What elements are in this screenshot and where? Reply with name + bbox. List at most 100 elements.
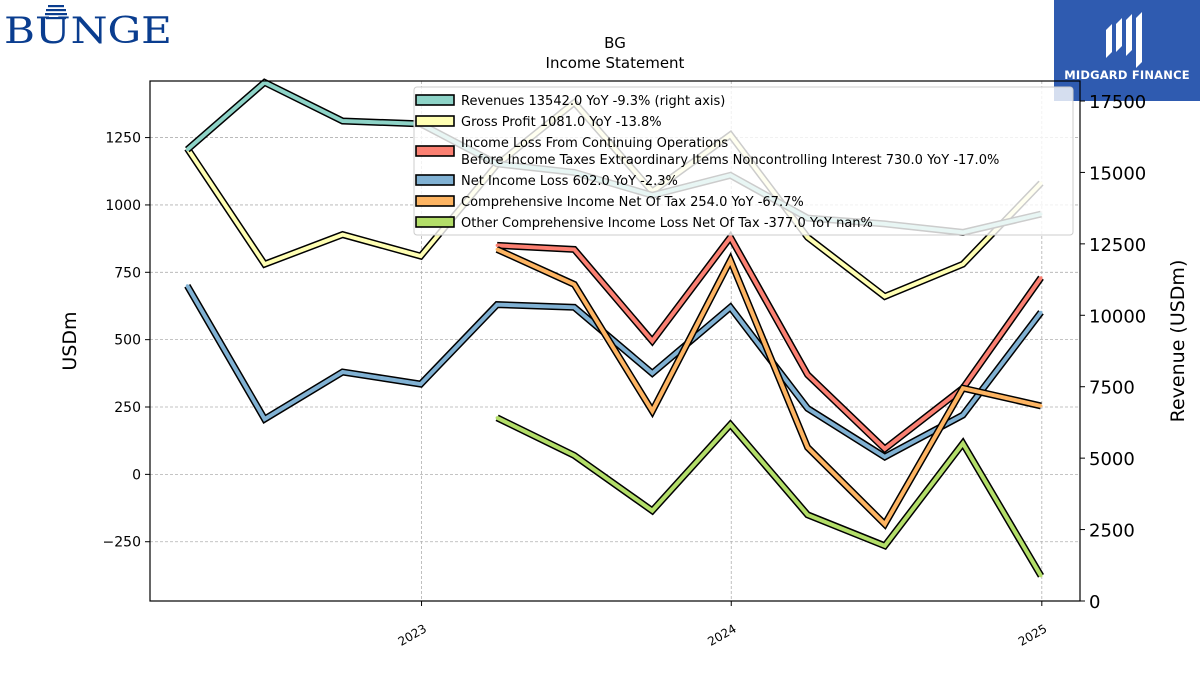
data-point [263, 417, 267, 421]
data-point [650, 339, 654, 343]
legend-item: Gross Profit 1081.0 YoY -13.8% [415, 115, 662, 130]
series-net-income [184, 284, 1044, 461]
series-line [496, 416, 1043, 577]
y-tick-label: −250 [103, 535, 141, 551]
legend-label: Gross Profit 1081.0 YoY -13.8% [461, 115, 662, 130]
y-tick-label: 0 [132, 467, 141, 483]
data-point [806, 235, 810, 239]
data-point [1039, 574, 1043, 578]
data-point [728, 258, 732, 262]
data-point [1039, 310, 1043, 314]
data-point [961, 386, 965, 390]
data-point [572, 282, 576, 286]
data-point [883, 522, 887, 526]
legend-swatch [415, 145, 455, 157]
legend-label-line: Comprehensive Income Net Of Tax 254.0 Yo… [461, 195, 804, 210]
legend-label-line: Before Income Taxes Extraordinary Items … [461, 153, 999, 168]
series-line [496, 233, 1043, 452]
y-axis-label-right: Revenue (USDm) [1167, 260, 1189, 423]
series-comprehensive-income [495, 246, 1043, 530]
data-point [728, 423, 732, 426]
x-tick-label: 2023 [396, 621, 429, 648]
y-tick-label: 250 [114, 400, 141, 416]
y-right-tick-label: 12500 [1089, 235, 1146, 256]
y-right-tick-label: 0 [1089, 592, 1100, 613]
y-axis-label: USDm [59, 311, 81, 370]
data-point [263, 80, 267, 84]
plot-frame [149, 80, 1081, 602]
data-point [961, 413, 965, 417]
data-point [572, 305, 576, 309]
legend-swatch [415, 174, 455, 186]
y-tick-label: 500 [114, 333, 141, 349]
legend-swatch [415, 216, 455, 228]
data-point [650, 371, 654, 375]
legend-box [413, 86, 1074, 236]
legend-label-line: Revenues 13542.0 YoY -9.3% (right axis) [461, 94, 725, 109]
data-point [495, 416, 499, 420]
data-point [341, 233, 345, 237]
data-point [572, 247, 576, 251]
data-point [961, 262, 965, 266]
data-point [728, 305, 732, 309]
legend-item: Other Comprehensive Income Loss Net Of T… [415, 216, 873, 231]
data-point [961, 441, 965, 445]
data-point [883, 447, 887, 451]
brand-logo: BUNGE [4, 2, 176, 52]
data-point [883, 295, 887, 298]
legend-label: Income Loss From Continuing Operations Be… [461, 136, 999, 168]
legend-label-line: Other Comprehensive Income Loss Net Of T… [461, 216, 873, 231]
legend-label-line: Income Loss From Continuing Operations [461, 136, 728, 151]
data-point [263, 262, 267, 266]
legend-item: Income Loss From Continuing Operations Be… [415, 136, 999, 168]
data-point [419, 382, 423, 386]
y-right-tick-label: 2500 [1089, 521, 1135, 542]
legend-label: Net Income Loss 602.0 YoY -2.3% [461, 174, 678, 189]
data-point [728, 235, 732, 239]
data-point [185, 148, 189, 152]
y-right-tick-label: 17500 [1089, 92, 1146, 113]
legend-item: Comprehensive Income Net Of Tax 254.0 Yo… [415, 195, 804, 210]
data-point [341, 370, 345, 374]
series-line [185, 284, 1043, 460]
x-tick-label: 2024 [705, 621, 738, 648]
partner-emblem-icon [1106, 12, 1142, 68]
data-point [1039, 404, 1043, 408]
y-tick-label: 750 [114, 265, 141, 281]
data-point [1039, 276, 1043, 280]
legend-item: Revenues 13542.0 YoY -9.3% (right axis) [415, 94, 725, 109]
data-point [495, 243, 499, 247]
chart-legend: Revenues 13542.0 YoY -9.3% (right axis) G… [413, 86, 1074, 236]
data-point [650, 509, 654, 513]
x-tick-label: 2025 [1016, 621, 1049, 648]
data-point [883, 544, 887, 548]
legend-label: Other Comprehensive Income Loss Net Of T… [461, 216, 873, 231]
y-right-tick-label: 7500 [1089, 378, 1135, 399]
data-point [806, 445, 810, 449]
data-point [495, 303, 499, 307]
data-point [495, 247, 499, 251]
data-point [806, 406, 810, 410]
data-point [572, 454, 576, 457]
series-other-comprehensive [495, 414, 1045, 578]
chart-subtitle: Income Statement [546, 54, 685, 72]
y-tick-label: 1000 [105, 198, 141, 214]
legend-swatch [415, 94, 455, 106]
legend-label-line: Gross Profit 1081.0 YoY -13.8% [461, 115, 662, 130]
series-line-outline [495, 414, 1045, 578]
data-point [806, 513, 810, 517]
partner-logo-text: MIDGARD FINANCE [1064, 68, 1190, 82]
legend-label: Comprehensive Income Net Of Tax 254.0 Yo… [461, 195, 804, 210]
data-point [883, 455, 887, 459]
data-point [650, 409, 654, 413]
partner-logo: MIDGARD FINANCE [1054, 0, 1200, 101]
legend-label: Revenues 13542.0 YoY -9.3% (right axis) [461, 94, 725, 109]
data-point [419, 254, 423, 258]
data-point [185, 284, 189, 288]
legend-swatch [415, 115, 455, 127]
y-right-tick-label: 15000 [1089, 163, 1146, 184]
y-right-tick-label: 10000 [1089, 306, 1146, 327]
legend-label-line: Net Income Loss 602.0 YoY -2.3% [461, 174, 678, 189]
y-tick-label: 1250 [105, 131, 141, 147]
